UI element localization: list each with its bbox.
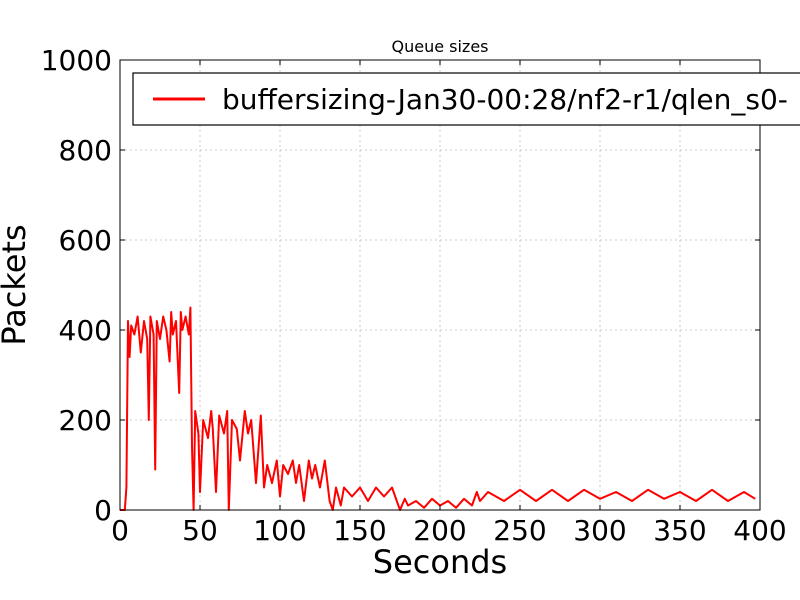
y-tick-label: 800 — [59, 134, 112, 167]
x-tick-label: 0 — [111, 514, 129, 547]
chart-title: Queue sizes — [391, 37, 488, 56]
x-tick-label: 200 — [413, 514, 466, 547]
y-tick-label: 0 — [94, 494, 112, 527]
x-tick-label: 50 — [182, 514, 218, 547]
y-axis-label: Packets — [0, 224, 33, 345]
series-line-qlen — [120, 306, 756, 511]
y-tick-label: 200 — [59, 404, 112, 437]
x-tick-label: 150 — [333, 514, 386, 547]
y-tick-label: 600 — [59, 224, 112, 257]
series-layer — [120, 306, 756, 511]
axis-ticks: 0 50 100 150 200 250 300 350 400 0 200 400 600 800 100… — [41, 44, 787, 547]
x-tick-label: 300 — [573, 514, 626, 547]
x-tick-label: 250 — [493, 514, 546, 547]
x-tick-label: 400 — [733, 514, 786, 547]
legend-entry-label: buffersizing-Jan30-00:28/nf2-r1/qlen_s0- — [222, 83, 788, 116]
legend-box — [132, 72, 800, 126]
x-axis-label: Seconds — [373, 543, 507, 581]
legend: buffersizing-Jan30-00:28/nf2-r1/qlen_s0- — [132, 72, 800, 126]
y-tick-label: 400 — [59, 314, 112, 347]
y-tick-label: 1000 — [41, 44, 112, 77]
x-tick-label: 100 — [253, 514, 306, 547]
x-tick-label: 350 — [653, 514, 706, 547]
